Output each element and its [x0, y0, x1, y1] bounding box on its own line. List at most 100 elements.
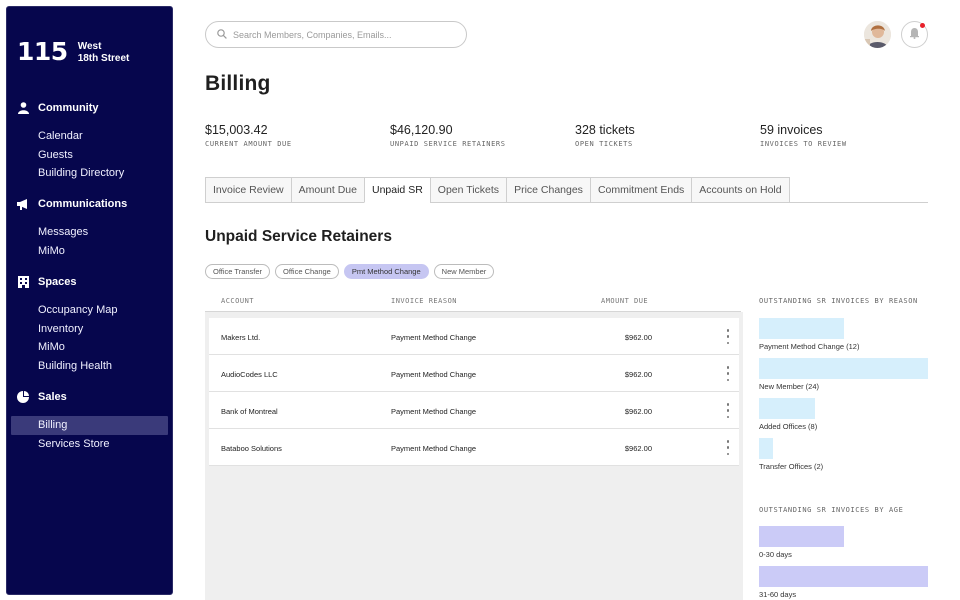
more-options-icon[interactable] [726, 329, 730, 344]
column-header-account[interactable]: ACCOUNT [221, 297, 255, 305]
tab-commitment-ends[interactable]: Commitment Ends [589, 177, 693, 203]
nav-head-label: Communications [38, 198, 128, 210]
chart-title-by-reason: OUTSTANDING SR INVOICES BY REASON [759, 297, 918, 305]
row-account: AudioCodes LLC [221, 370, 278, 379]
nav-section-spaces: Spaces Occupancy Map Inventory MiMo Buil… [7, 273, 172, 375]
search-input[interactable] [233, 29, 453, 40]
stat-label: OPEN TICKETS [575, 140, 633, 148]
nav-section-communications: Communications Messages MiMo [7, 195, 172, 260]
stat-current-amount-due[interactable]: $15,003.42 CURRENT AMOUNT DUE [205, 123, 292, 148]
bell-icon [909, 26, 920, 44]
bar-label: 31-60 days [759, 590, 797, 599]
nav-head-sales[interactable]: Sales [7, 388, 172, 406]
bar-31-60-days[interactable] [759, 566, 928, 587]
row-reason: Payment Method Change [391, 333, 477, 342]
filter-chip-office-transfer[interactable]: Office Transfer [205, 264, 271, 279]
stat-label: INVOICES TO REVIEW [760, 140, 847, 148]
row-account: Bank of Montreal [221, 407, 278, 416]
header-divider [205, 311, 741, 312]
search-bar[interactable] [205, 21, 467, 48]
tab-unpaid-sr[interactable]: Unpaid SR [364, 177, 431, 203]
sidebar-item-inventory[interactable]: Inventory [38, 322, 84, 335]
tab-amount-due[interactable]: Amount Due [290, 177, 365, 203]
building-logo[interactable]: 115 West 18th Street [17, 39, 129, 65]
stat-value: $15,003.42 [205, 123, 268, 137]
bar-payment-method-change[interactable] [759, 318, 844, 339]
column-header-invoice-reason[interactable]: INVOICE REASON [391, 297, 458, 305]
sidebar-item-mimo[interactable]: MiMo [38, 244, 65, 257]
sidebar-item-billing[interactable]: Billing [11, 416, 168, 435]
notification-dot [920, 23, 925, 28]
bar-label: New Member (24) [759, 382, 820, 391]
section-title: Unpaid Service Retainers [205, 228, 392, 245]
logo-line-2: 18th Street [77, 53, 130, 64]
row-account: Bataboo Solutions [221, 444, 282, 453]
megaphone-icon [17, 198, 29, 210]
bar-added-offices[interactable] [759, 398, 815, 419]
chart-title-by-age: OUTSTANDING SR INVOICES BY AGE [759, 506, 904, 514]
row-amount: $962.00 [624, 444, 652, 453]
avatar[interactable] [864, 21, 891, 48]
row-amount: $962.00 [624, 333, 652, 342]
search-icon [217, 26, 227, 44]
column-header-amount-due[interactable]: AMOUNT DUE [601, 297, 649, 305]
filter-chips: Office Transfer Office Change Pmt Method… [205, 264, 499, 279]
bar-transfer-offices[interactable] [759, 438, 773, 459]
tab-price-changes[interactable]: Price Changes [506, 177, 591, 203]
bar-label: 0-30 days [759, 550, 792, 559]
bar-label: Transfer Offices (2) [759, 462, 824, 471]
notifications-button[interactable] [901, 21, 928, 48]
tab-accounts-on-hold[interactable]: Accounts on Hold [691, 177, 790, 203]
sidebar-item-services-store[interactable]: Services Store [38, 437, 110, 450]
row-account: Makers Ltd. [221, 333, 261, 342]
sidebar-item-occupancy-map[interactable]: Occupancy Map [38, 304, 118, 316]
table-row[interactable]: Bataboo Solutions Payment Method Change … [209, 429, 739, 466]
more-options-icon[interactable] [726, 440, 730, 455]
stat-value: 59 invoices [760, 123, 823, 137]
tab-open-tickets[interactable]: Open Tickets [429, 177, 508, 203]
stat-open-tickets[interactable]: 328 tickets OPEN TICKETS [575, 123, 635, 148]
stat-label: CURRENT AMOUNT DUE [205, 140, 292, 148]
stat-invoices-to-review[interactable]: 59 invoices INVOICES TO REVIEW [760, 123, 847, 148]
more-options-icon[interactable] [726, 403, 730, 418]
nav-head-label: Sales [38, 391, 67, 403]
sidebar-item-mimo-spaces[interactable]: MiMo [38, 341, 65, 353]
sidebar-item-building-health[interactable]: Building Health [38, 359, 112, 372]
table-row[interactable]: Bank of Montreal Payment Method Change $… [209, 392, 739, 429]
logo-line-1: West [77, 41, 102, 52]
bar-label: Payment Method Change (12) [759, 342, 860, 351]
sidebar-item-building-directory[interactable]: Building Directory [38, 167, 125, 179]
nav-section-community: Community Calendar Guests Building Direc… [7, 99, 172, 183]
nav-head-label: Spaces [38, 276, 77, 288]
table-row[interactable]: AudioCodes LLC Payment Method Change $96… [209, 355, 739, 392]
sidebar: 115 West 18th Street Community Calendar … [6, 6, 173, 595]
bar-label: Added Offices (8) [759, 422, 818, 431]
nav-head-spaces[interactable]: Spaces [7, 273, 172, 291]
pie-chart-icon [17, 391, 29, 403]
sidebar-item-messages[interactable]: Messages [38, 226, 89, 238]
bar-0-30-days[interactable] [759, 526, 844, 547]
table-row[interactable]: Makers Ltd. Payment Method Change $962.0… [209, 318, 739, 355]
page-title: Billing [205, 72, 271, 95]
nav-head-communications[interactable]: Communications [7, 195, 172, 213]
filter-chip-pmt-method-change[interactable]: Pmt Method Change [343, 264, 429, 279]
stat-unpaid-service-retainers[interactable]: $46,120.90 UNPAID SERVICE RETAINERS [390, 123, 506, 148]
nav-head-label: Community [38, 102, 99, 114]
stat-label: UNPAID SERVICE RETAINERS [390, 140, 506, 148]
person-icon [17, 102, 29, 114]
stat-value: 328 tickets [575, 123, 635, 137]
tab-invoice-review[interactable]: Invoice Review [205, 177, 292, 203]
sidebar-item-calendar[interactable]: Calendar [38, 130, 83, 142]
stat-value: $46,120.90 [390, 123, 453, 137]
row-reason: Payment Method Change [391, 407, 477, 416]
row-amount: $962.00 [624, 370, 652, 379]
filter-chip-new-member[interactable]: New Member [433, 264, 495, 279]
nav-head-community[interactable]: Community [7, 99, 172, 117]
building-icon [17, 276, 29, 288]
sidebar-item-guests[interactable]: Guests [38, 148, 73, 161]
bar-new-member[interactable] [759, 358, 928, 379]
filter-chip-office-change[interactable]: Office Change [275, 264, 339, 279]
more-options-icon[interactable] [726, 366, 730, 381]
logo-address: West 18th Street [78, 41, 130, 65]
row-amount: $962.00 [624, 407, 652, 416]
